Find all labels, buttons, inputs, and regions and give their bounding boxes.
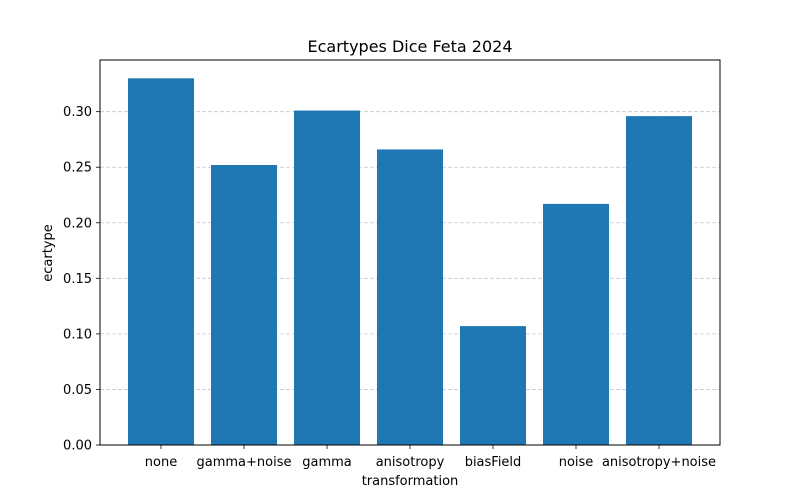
bar-biasfield [460, 326, 526, 445]
bar-anisotropy-noise [626, 116, 692, 445]
x-tick-label: gamma+noise [197, 455, 292, 470]
ticks-layer: 0.00 0.05 0.10 0.15 0.20 0.25 0.30 none gamma+no… [63, 105, 716, 470]
chart-title: Ecartypes Dice Feta 2024 [308, 37, 513, 56]
y-tick-label: 0.10 [63, 327, 92, 342]
x-tick-label: noise [559, 455, 594, 470]
bar-gamma-noise [211, 165, 277, 445]
x-axis-label: transformation [362, 474, 459, 489]
x-tick-label: anisotropy [376, 455, 445, 470]
y-tick-label: 0.05 [63, 383, 92, 398]
bar-none [128, 78, 194, 445]
x-tick-label: gamma [302, 455, 352, 470]
y-tick-label: 0.20 [63, 216, 92, 231]
x-tick-label: anisotropy+noise [602, 455, 716, 470]
y-tick-label: 0.30 [63, 105, 92, 120]
bar-gamma [294, 110, 360, 446]
y-tick-label: 0.15 [63, 272, 92, 287]
y-tick-label: 0.00 [63, 439, 92, 454]
bars-layer [128, 78, 692, 446]
y-axis-label: ecartype [41, 224, 56, 282]
bar-noise [543, 203, 609, 445]
x-tick-label: none [145, 455, 177, 470]
x-tick-label: biasField [465, 455, 522, 470]
bar-anisotropy [377, 149, 443, 445]
y-tick-label: 0.25 [63, 161, 92, 176]
